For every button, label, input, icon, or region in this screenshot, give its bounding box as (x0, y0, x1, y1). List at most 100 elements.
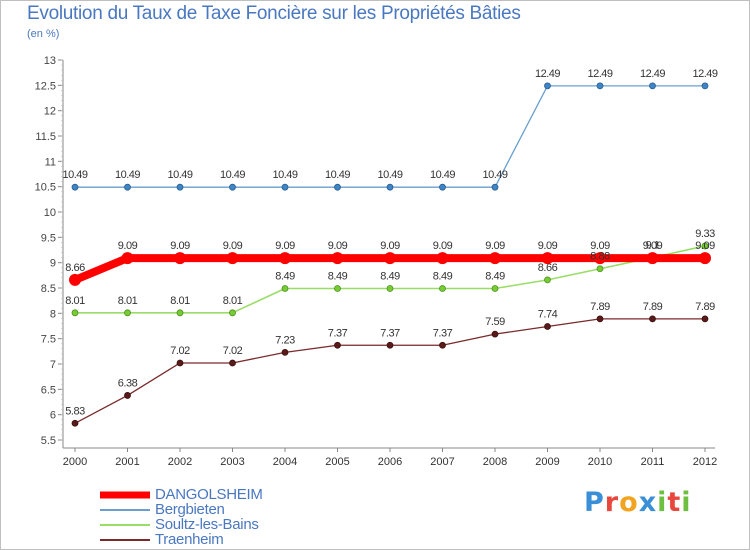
data-label: 8.49 (433, 271, 453, 283)
y-tick-label: 13 (44, 55, 56, 67)
data-point (386, 285, 394, 292)
data-point (71, 309, 79, 317)
data-label: 10.49 (272, 169, 297, 181)
data-point (649, 315, 656, 323)
legend-item-soultz-les-bains: Soultz-les-Bains (100, 516, 263, 533)
proxiti-logo[interactable]: Proxiti (584, 487, 692, 518)
data-point (124, 392, 131, 399)
data-point (331, 252, 344, 265)
data-label: 8.49 (275, 271, 295, 283)
data-label: 7.23 (275, 334, 295, 346)
data-point (176, 309, 184, 317)
data-label: 8.49 (380, 271, 400, 283)
data-point (701, 82, 709, 90)
data-point (384, 252, 396, 265)
data-label: 7.89 (695, 301, 715, 313)
y-tick-label: 6.5 (41, 384, 56, 396)
y-tick-label: 6 (50, 410, 56, 422)
data-point (436, 252, 449, 265)
x-tick-label: 2001 (115, 456, 139, 468)
data-label: 9.09 (485, 240, 505, 252)
data-point (491, 285, 499, 292)
data-point (489, 252, 501, 265)
data-label: 7.37 (433, 327, 453, 339)
data-point (386, 183, 394, 191)
data-label: 8.66 (65, 262, 85, 274)
data-point (646, 252, 659, 265)
data-point (701, 315, 709, 323)
data-label: 10.49 (220, 169, 245, 181)
data-point (596, 315, 604, 323)
data-point (124, 309, 131, 317)
x-tick-label: 2010 (588, 456, 612, 468)
legend-item-bergbieten: Bergbieten (100, 501, 263, 518)
data-label: 9.09 (538, 240, 558, 252)
data-point (229, 183, 236, 191)
data-label: 9.09 (695, 240, 715, 252)
data-label: 7.89 (643, 301, 663, 313)
data-point (229, 309, 236, 317)
data-point (649, 82, 656, 90)
data-label: 7.37 (328, 327, 348, 339)
data-point (386, 341, 394, 349)
data-label: 8.01 (223, 295, 243, 307)
x-tick-label: 2008 (483, 456, 507, 468)
data-label: 10.49 (325, 169, 350, 181)
data-label: 8.49 (328, 271, 348, 283)
x-tick-label: 2006 (378, 456, 402, 468)
legend-swatch-soultz-les-bains (100, 524, 150, 526)
data-point (229, 359, 236, 367)
data-point (226, 252, 239, 265)
data-label: 6.38 (118, 377, 138, 389)
data-label: 9.1 (646, 240, 660, 252)
chart-unit-label: (en %) (27, 28, 60, 40)
data-point (544, 323, 551, 330)
logo-letter: i (657, 487, 668, 518)
y-tick-label: 9.5 (41, 232, 56, 244)
logo-letter: x (638, 487, 658, 518)
x-tick-label: 2000 (63, 456, 87, 468)
data-label: 8.01 (118, 295, 138, 307)
data-point (71, 419, 79, 427)
data-point (439, 183, 446, 191)
data-point (439, 341, 446, 349)
data-label: 9.09 (328, 240, 348, 252)
data-label: 9.09 (223, 240, 243, 252)
data-point (71, 183, 79, 191)
x-tick-label: 2012 (693, 456, 717, 468)
data-label: 9.09 (170, 240, 190, 252)
data-point (541, 252, 554, 265)
data-label: 10.49 (115, 169, 140, 181)
data-point (281, 183, 289, 191)
data-point (334, 341, 341, 349)
data-label: 9.09 (433, 240, 453, 252)
legend-swatch-dangolsheim (100, 491, 150, 499)
data-label: 12.49 (640, 68, 665, 80)
data-label: 7.02 (223, 345, 243, 357)
data-label: 12.49 (692, 68, 717, 80)
x-tick-label: 2011 (641, 456, 665, 468)
data-point (121, 252, 134, 265)
logo-letter: r (604, 487, 620, 518)
data-label: 7.74 (538, 309, 558, 321)
data-label: 12.49 (587, 68, 612, 80)
data-point (491, 330, 499, 338)
data-point (69, 273, 81, 286)
y-tick-label: 11.5 (35, 131, 56, 143)
data-point (176, 359, 184, 367)
data-point (491, 183, 499, 191)
data-point (596, 265, 604, 273)
y-tick-label: 10 (44, 207, 56, 219)
data-label: 5.83 (65, 405, 85, 417)
data-label: 8.88 (590, 251, 610, 263)
data-point (279, 252, 291, 265)
data-label: 7.02 (170, 345, 190, 357)
legend-swatch-traenheim (100, 539, 150, 541)
x-tick-label: 2005 (325, 456, 349, 468)
x-tick-label: 2003 (220, 456, 244, 468)
data-point (124, 183, 131, 191)
data-label: 7.59 (485, 316, 505, 328)
data-label: 9.09 (643, 240, 663, 252)
data-point (544, 82, 551, 90)
logo-letter: t (667, 487, 682, 518)
